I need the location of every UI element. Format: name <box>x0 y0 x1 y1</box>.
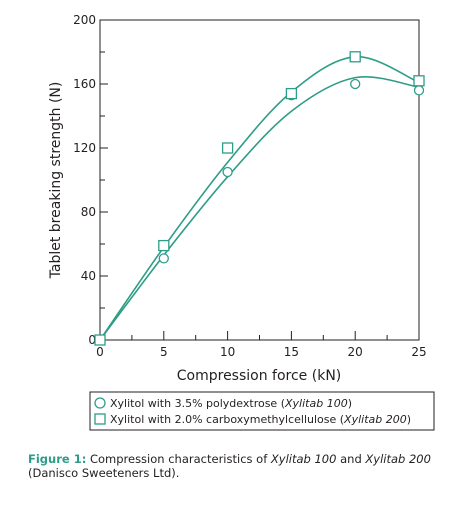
y-tick-label: 80 <box>81 205 96 219</box>
data-point-series-2 <box>94 334 106 346</box>
y-axis-title: Tablet breaking strength (N) <box>48 82 64 280</box>
x-tick-label: 0 <box>96 345 104 359</box>
data-point-series-1 <box>413 85 425 96</box>
legend-label-series-1: Xylitol with 3.5% polydextrose (Xylitab … <box>110 397 352 410</box>
caption-italic-1: Xylitab 100 <box>270 452 337 466</box>
caption-label: Figure 1: <box>28 452 87 466</box>
caption-source: (Danisco Sweeteners Ltd). <box>28 466 180 480</box>
plot-area: 0 5 10 15 20 25 0 40 80 120 160 200 <box>73 13 427 359</box>
data-markers <box>94 51 425 346</box>
data-point-series-1 <box>350 78 361 90</box>
caption-italic-2: Xylitab 200 <box>365 452 431 466</box>
x-tick-label: 20 <box>348 345 363 359</box>
data-point-series-2 <box>285 87 298 100</box>
legend-square-marker <box>94 413 106 425</box>
x-tick-label: 5 <box>160 345 168 359</box>
fit-line-series-1 <box>99 76 420 341</box>
y-axis-ticks: 0 40 80 120 160 200 <box>73 13 108 347</box>
y-tick-label: 120 <box>73 141 96 155</box>
data-point-series-2 <box>413 75 425 87</box>
y-tick-label: 200 <box>73 13 96 27</box>
x-tick-label: 10 <box>220 345 235 359</box>
legend-label-series-2: Xylitol with 2.0% carboxymethylcellulose… <box>110 413 411 426</box>
legend: Xylitol with 3.5% polydextrose (Xylitab … <box>89 391 435 431</box>
fit-lines <box>99 55 420 341</box>
x-tick-label: 15 <box>284 345 299 359</box>
data-point-series-1 <box>158 253 169 264</box>
caption-text: Compression characteristics of <box>86 452 271 466</box>
data-point-series-2 <box>221 142 234 154</box>
chart: 0 5 10 15 20 25 0 40 80 120 160 200 Compression fo… <box>48 13 435 431</box>
x-tick-label: 25 <box>411 345 426 359</box>
x-axis-ticks: 0 5 10 15 20 25 <box>96 331 427 359</box>
plot-frame <box>99 19 420 341</box>
x-axis-title: Compression force (kN) <box>177 368 342 384</box>
y-tick-label: 0 <box>88 333 96 347</box>
data-point-series-1 <box>222 166 233 178</box>
legend-box <box>89 391 435 431</box>
y-tick-label: 160 <box>73 77 96 91</box>
data-point-series-2 <box>349 51 361 63</box>
figure-caption: Figure 1: Compression characteristics of… <box>28 452 448 480</box>
data-point-series-2 <box>158 239 170 252</box>
fit-line-series-2 <box>99 55 420 341</box>
y-tick-label: 40 <box>81 269 96 283</box>
legend-circle-marker <box>94 397 106 409</box>
caption-text-2: and <box>336 452 366 466</box>
